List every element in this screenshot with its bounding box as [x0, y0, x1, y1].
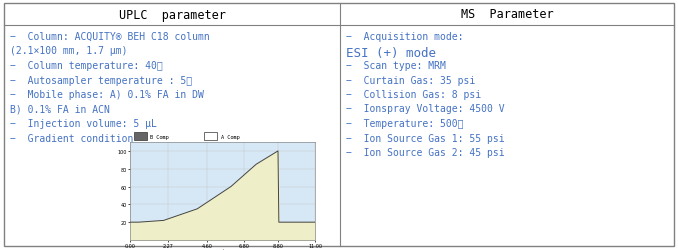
Text: −  Ion Source Gas 1: 55 psi: − Ion Source Gas 1: 55 psi	[346, 133, 504, 143]
X-axis label: min: min	[217, 248, 228, 250]
Text: −  Scan type: MRM: − Scan type: MRM	[346, 61, 446, 71]
Bar	[204, 132, 217, 141]
Text: ESI (+) mode: ESI (+) mode	[346, 46, 436, 59]
Text: −  Column temperature: 40℃: − Column temperature: 40℃	[10, 61, 163, 71]
Text: −  Acquisition mode:: − Acquisition mode:	[346, 32, 464, 42]
Text: −  Temperature: 500℃: − Temperature: 500℃	[346, 118, 464, 128]
Text: −  Mobile phase: A) 0.1% FA in DW: − Mobile phase: A) 0.1% FA in DW	[10, 90, 204, 100]
Text: −  Collision Gas: 8 psi: − Collision Gas: 8 psi	[346, 90, 481, 100]
Text: B Comp: B Comp	[151, 134, 169, 139]
Text: −  Autosampler temperature : 5℃: − Autosampler temperature : 5℃	[10, 75, 192, 85]
Text: −  Ion Source Gas 2: 45 psi: − Ion Source Gas 2: 45 psi	[346, 148, 504, 157]
Text: −  Injection volume: 5 μL: − Injection volume: 5 μL	[10, 118, 157, 128]
Text: MS  Parameter: MS Parameter	[460, 8, 553, 22]
Text: −  Ionspray Voltage: 4500 V: − Ionspray Voltage: 4500 V	[346, 104, 504, 114]
Text: B) 0.1% FA in ACN: B) 0.1% FA in ACN	[10, 104, 110, 114]
Text: −  Curtain Gas: 35 psi: − Curtain Gas: 35 psi	[346, 75, 475, 85]
Text: UPLC  parameter: UPLC parameter	[119, 8, 226, 22]
Text: −  Gradient condition: − Gradient condition	[10, 133, 134, 143]
Bar	[134, 132, 146, 141]
Text: A Comp: A Comp	[220, 134, 239, 139]
Text: (2.1×100 mm, 1.7 μm): (2.1×100 mm, 1.7 μm)	[10, 46, 127, 56]
Text: −  Column: ACQUITY® BEH C18 column: − Column: ACQUITY® BEH C18 column	[10, 32, 210, 42]
